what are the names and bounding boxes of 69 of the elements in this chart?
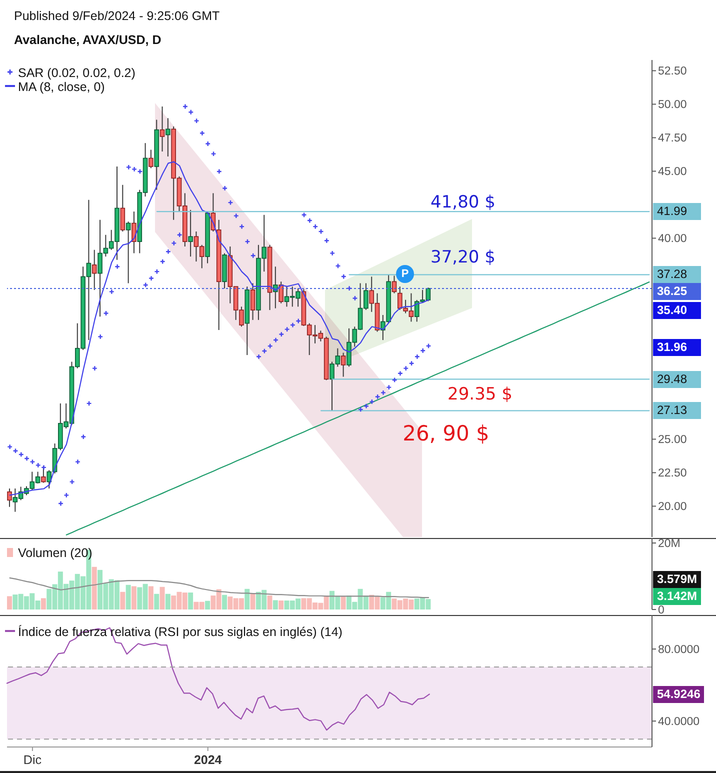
line-series (66, 281, 650, 536)
bar (188, 592, 194, 610)
candlestick (148, 149, 154, 169)
ref-line-label: 36.25 (657, 284, 688, 298)
bar (92, 566, 97, 610)
bar (244, 588, 250, 610)
text: 3.142M (657, 588, 698, 602)
y-tick-label: 80.0000 (658, 644, 700, 656)
legend-label: Volumen (20) (18, 546, 92, 560)
data-label: 29.48 (657, 372, 688, 386)
legend-label: MA (8, close, 0) (18, 80, 105, 94)
y-tick-label: 47.50 (658, 132, 687, 145)
bar (7, 596, 12, 610)
annotation: 26, 90 $ (402, 421, 490, 446)
candlestick (126, 221, 131, 284)
annotation: 37,20 $ (430, 248, 496, 268)
bar (120, 592, 126, 610)
candlestick (160, 106, 165, 152)
text: Published 9/Feb/2024 - 9:25:06 GMT (14, 9, 220, 23)
y-tick-label: 22.50 (658, 468, 687, 480)
candlestick (132, 211, 136, 254)
bar (267, 596, 272, 610)
candlestick (120, 184, 126, 232)
bar (160, 586, 165, 610)
y-tick-label: 40.00 (658, 233, 687, 246)
x-tick-label: Dic (23, 753, 42, 767)
candlestick (392, 275, 397, 294)
bar (340, 596, 346, 610)
bar (272, 600, 278, 610)
data-label: 37.28 (657, 267, 688, 282)
bar (205, 600, 210, 610)
bar (250, 593, 256, 610)
annotation: P (401, 268, 409, 280)
x-tick-label: 2024 (194, 753, 222, 767)
candlestick (250, 282, 256, 320)
y-tick-label: 0 (658, 604, 664, 617)
chart-title: Avalanche, AVAX/USD, D (14, 33, 162, 47)
data-label: 41.99 (657, 204, 688, 218)
text: 54.9246 (657, 686, 700, 700)
annotation: 41,80 $ (430, 192, 496, 213)
text: 35.40 (657, 303, 688, 317)
data-label: 27.13 (657, 403, 688, 418)
annotation: 29.35 $ (448, 384, 512, 405)
y-tick-label: 20.00 (658, 501, 687, 514)
candlestick (7, 488, 12, 508)
bar (126, 584, 131, 610)
candlestick (92, 249, 97, 290)
bar (165, 594, 170, 610)
bar (278, 600, 284, 610)
y-tick-label: 25.00 (658, 434, 687, 446)
bar (154, 594, 160, 610)
y-tick-label: 52.50 (658, 66, 687, 78)
text: 31.96 (657, 340, 688, 354)
bar (40, 598, 46, 610)
candlestick (278, 281, 284, 304)
y-tick-label: 50.00 (658, 99, 687, 112)
candlestick (166, 118, 170, 157)
line-series (9, 577, 430, 598)
text: 3.579M (657, 572, 698, 586)
y-tick-label: 40.0000 (658, 716, 700, 728)
y-tick-label: 20M (658, 538, 680, 550)
y-tick-label: 45.00 (658, 166, 687, 178)
candlestick (340, 352, 346, 378)
line-series (6, 627, 430, 731)
bar (131, 586, 136, 610)
bar (148, 586, 154, 610)
bar (222, 594, 227, 610)
candlestick (188, 209, 193, 258)
legend-label: SAR (0.02, 0.02, 0.2) (18, 66, 136, 80)
